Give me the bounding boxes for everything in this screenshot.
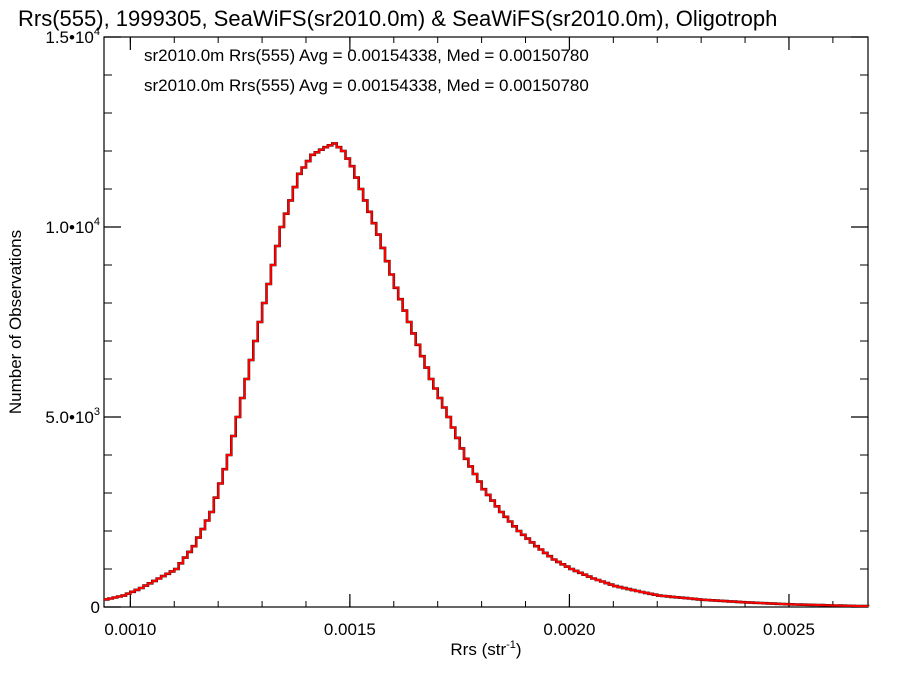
x-tick-label: 0.0010 [104,620,156,639]
tick-labels: 0.0010 0.0015 0.0020 0.0025 0 5.0•103 1.0•104 1… [45,26,815,639]
histogram-series-0 [104,142,870,608]
y-axis-label: Number of Observations [6,230,25,414]
y-tick-label: 1.5•104 [45,26,100,47]
stats-label-black: sr2010.0m Rrs(555) Avg = 0.00154338, Med… [144,46,589,65]
y-tick-label: 0 [91,598,100,617]
stats-label-red: sr2010.0m Rrs(555) Avg = 0.00154338, Med… [144,76,589,95]
series-layer [104,142,870,608]
chart-title: Rrs(555), 1999305, SeaWiFS(sr2010.0m) & … [18,6,777,31]
plot-frame [103,36,869,608]
x-tick-label: 0.0025 [763,620,815,639]
y-tick-label: 1.0•104 [45,216,100,237]
axis-ticks [104,36,868,608]
histogram-series-1 [104,142,869,608]
x-axis-label: Rrs (str-1) [450,639,521,659]
x-tick-label: 0.0015 [324,620,376,639]
y-tick-label: 5.0•103 [45,406,100,427]
x-tick-label: 0.0020 [543,620,595,639]
